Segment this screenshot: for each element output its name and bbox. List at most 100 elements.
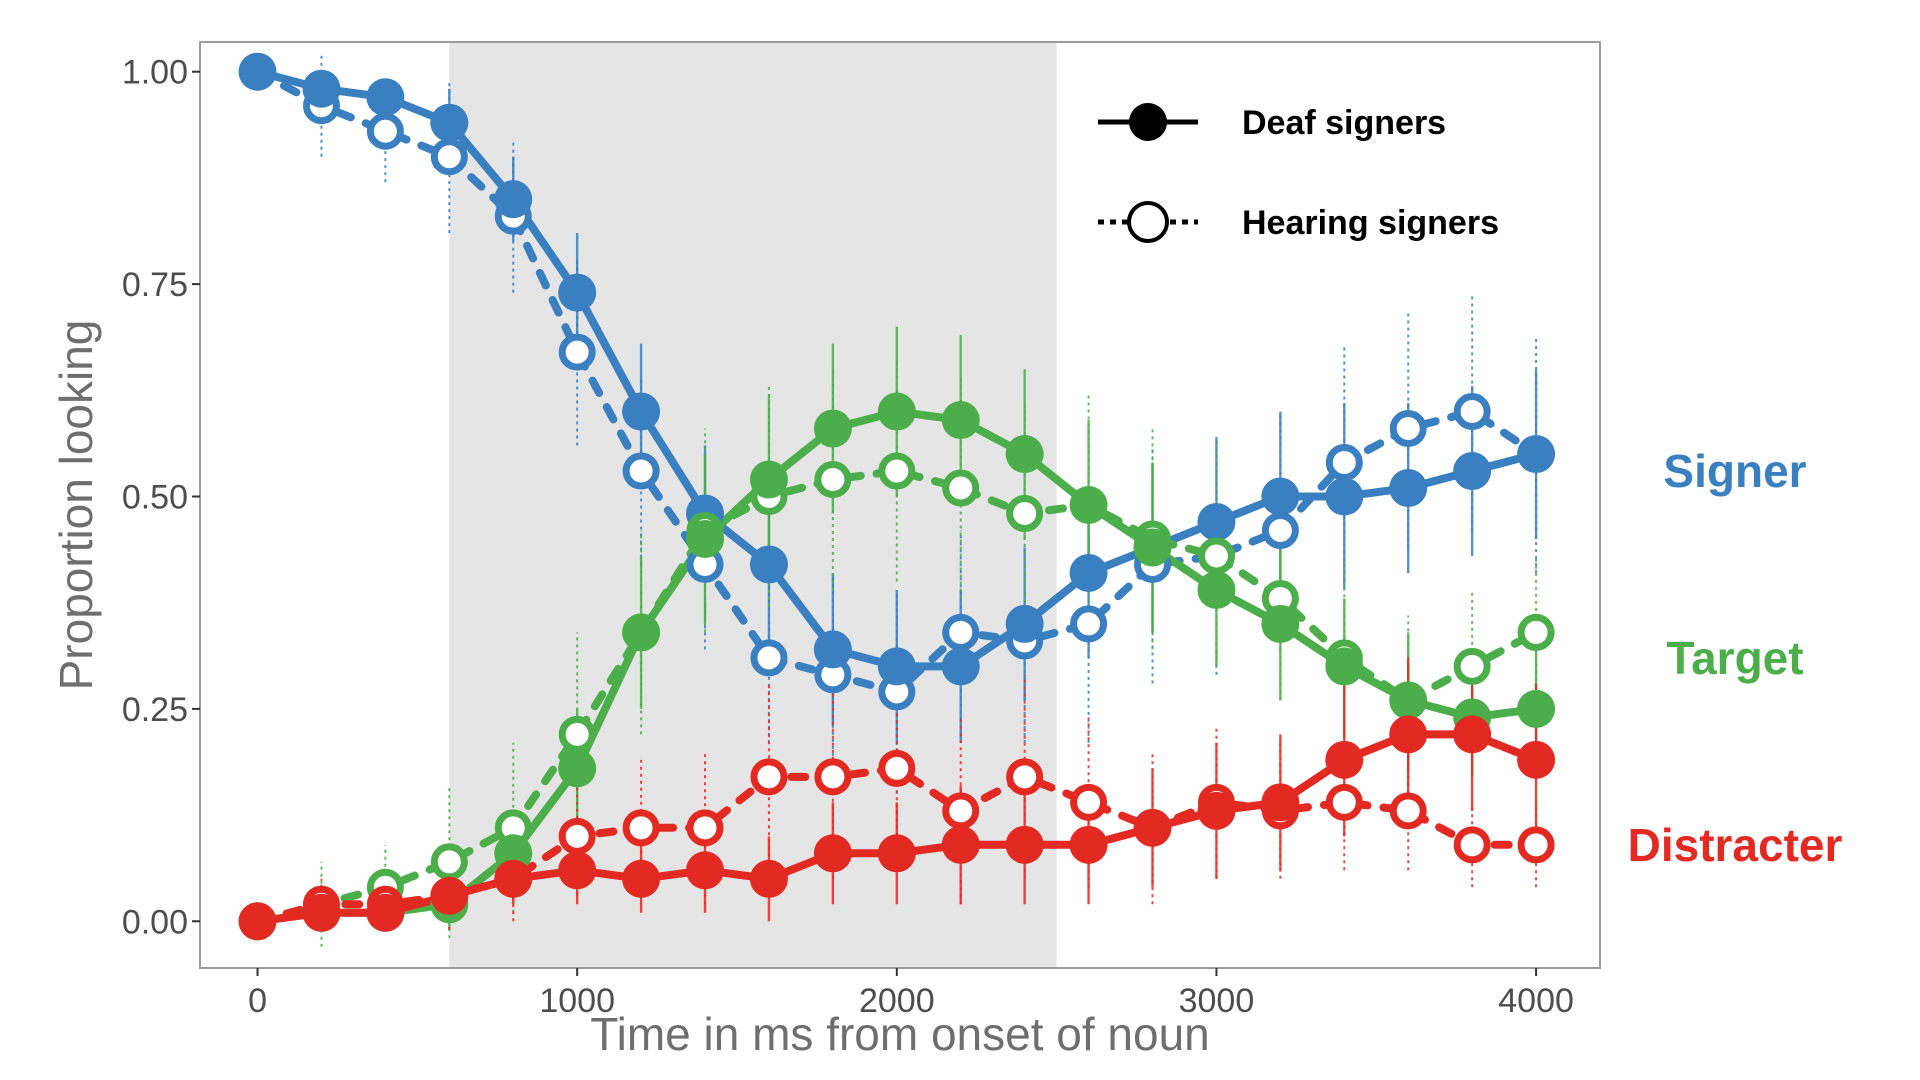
data-point-open <box>942 613 980 651</box>
data-point-filled <box>813 409 852 448</box>
data-point-filled <box>1389 715 1428 754</box>
data-point-filled <box>558 273 597 312</box>
legend-label: Hearing signers <box>1242 204 1499 242</box>
data-point-filled <box>1069 486 1108 524</box>
data-point-open <box>1453 393 1491 431</box>
data-point-filled <box>1005 435 1044 474</box>
x-axis-title: Time in ms from onset of noun <box>590 1008 1210 1060</box>
legend-label: Deaf signers <box>1242 104 1446 142</box>
y-axis-ticks: 0.00 0.25 0.50 0.75 1.00 <box>122 54 200 941</box>
data-point-filled <box>1133 528 1172 567</box>
data-point-filled <box>1517 689 1556 728</box>
data-point-filled <box>1133 808 1172 847</box>
data-point-filled <box>941 401 980 440</box>
series-label: Target <box>1666 632 1803 684</box>
legend-marker-filled <box>1129 103 1167 141</box>
data-point-filled <box>877 834 916 873</box>
data-point-open <box>558 715 596 753</box>
x-axis-ticks: 0 1000 2000 3000 4000 <box>248 968 1574 1020</box>
x-tick-label: 0 <box>248 982 267 1020</box>
data-point-open <box>942 792 980 830</box>
data-point-open <box>750 639 788 677</box>
data-point-filled <box>941 647 980 686</box>
data-point-open <box>1070 605 1108 643</box>
data-point-open <box>1006 758 1044 796</box>
data-point-filled <box>1325 647 1364 686</box>
data-point-filled <box>366 78 405 117</box>
data-point-open <box>1006 494 1044 532</box>
data-point-filled <box>1389 469 1428 508</box>
x-tick-label: 2000 <box>859 982 935 1020</box>
data-point-open <box>814 461 852 499</box>
data-point-filled <box>1389 681 1428 720</box>
data-point-open <box>686 809 724 847</box>
data-point-open <box>1325 444 1363 482</box>
data-point-filled <box>622 392 661 431</box>
data-point-filled <box>1261 604 1300 643</box>
data-point-filled <box>1261 477 1300 516</box>
data-point-filled <box>238 902 277 941</box>
data-point-filled <box>366 893 405 932</box>
data-point-filled <box>622 613 661 652</box>
data-point-filled <box>941 825 980 864</box>
data-point-open <box>1325 783 1363 821</box>
data-point-open <box>622 452 660 490</box>
data-point-filled <box>1069 553 1108 592</box>
data-point-filled <box>1325 740 1364 779</box>
series-label: Signer <box>1663 445 1806 497</box>
data-point-filled <box>813 834 852 873</box>
data-point-filled <box>1005 825 1044 864</box>
data-point-open <box>558 817 596 855</box>
data-point-filled <box>749 859 788 898</box>
series-labels: Signer Target Distracter <box>1628 445 1843 871</box>
data-point-filled <box>238 52 277 91</box>
data-point-open <box>878 452 916 490</box>
data-point-filled <box>1197 570 1236 609</box>
data-point-open <box>1517 613 1555 651</box>
data-point-filled <box>1453 715 1492 754</box>
y-axis-title: Proportion looking <box>50 320 102 691</box>
data-point-open <box>814 758 852 796</box>
data-point-filled <box>877 392 916 431</box>
data-point-open <box>942 469 980 507</box>
series-label: Distracter <box>1628 819 1843 871</box>
data-point-filled <box>302 69 341 108</box>
plot-frame <box>199 41 1601 969</box>
series-points <box>238 52 1556 941</box>
data-point-filled <box>1517 740 1556 779</box>
data-point-filled <box>1325 477 1364 516</box>
plot-border <box>199 41 1601 969</box>
series-line <box>253 467 1541 926</box>
data-point-open <box>366 112 404 150</box>
legend: Deaf signers Hearing signers <box>1098 103 1499 243</box>
y-tick-label: 1.00 <box>122 54 188 92</box>
data-point-filled <box>877 647 916 686</box>
y-tick-label: 0.00 <box>122 903 188 941</box>
data-point-open <box>430 843 468 881</box>
data-point-filled <box>430 103 469 142</box>
data-point-open <box>1389 410 1427 448</box>
data-point-open <box>1389 792 1427 830</box>
data-point-filled <box>1069 825 1108 864</box>
data-point-filled <box>749 545 788 584</box>
data-point-filled <box>558 851 597 890</box>
data-point-open <box>1261 511 1299 549</box>
x-tick-label: 3000 <box>1179 982 1255 1020</box>
data-point-filled <box>686 851 725 890</box>
data-point-filled <box>1261 783 1300 822</box>
data-point-filled <box>494 859 533 898</box>
data-point-filled <box>558 749 597 788</box>
data-point-open <box>622 809 660 847</box>
x-tick-label: 1000 <box>539 982 615 1020</box>
y-tick-label: 0.75 <box>122 266 188 304</box>
data-point-filled <box>749 460 788 499</box>
data-point-filled <box>813 630 852 669</box>
y-tick-label: 0.50 <box>122 479 188 517</box>
x-tick-label: 4000 <box>1498 982 1574 1020</box>
y-tick-label: 0.25 <box>122 691 188 729</box>
data-point-open <box>558 333 596 371</box>
data-point-filled <box>686 519 725 558</box>
data-point-open <box>1453 826 1491 864</box>
data-point-filled <box>1453 452 1492 491</box>
